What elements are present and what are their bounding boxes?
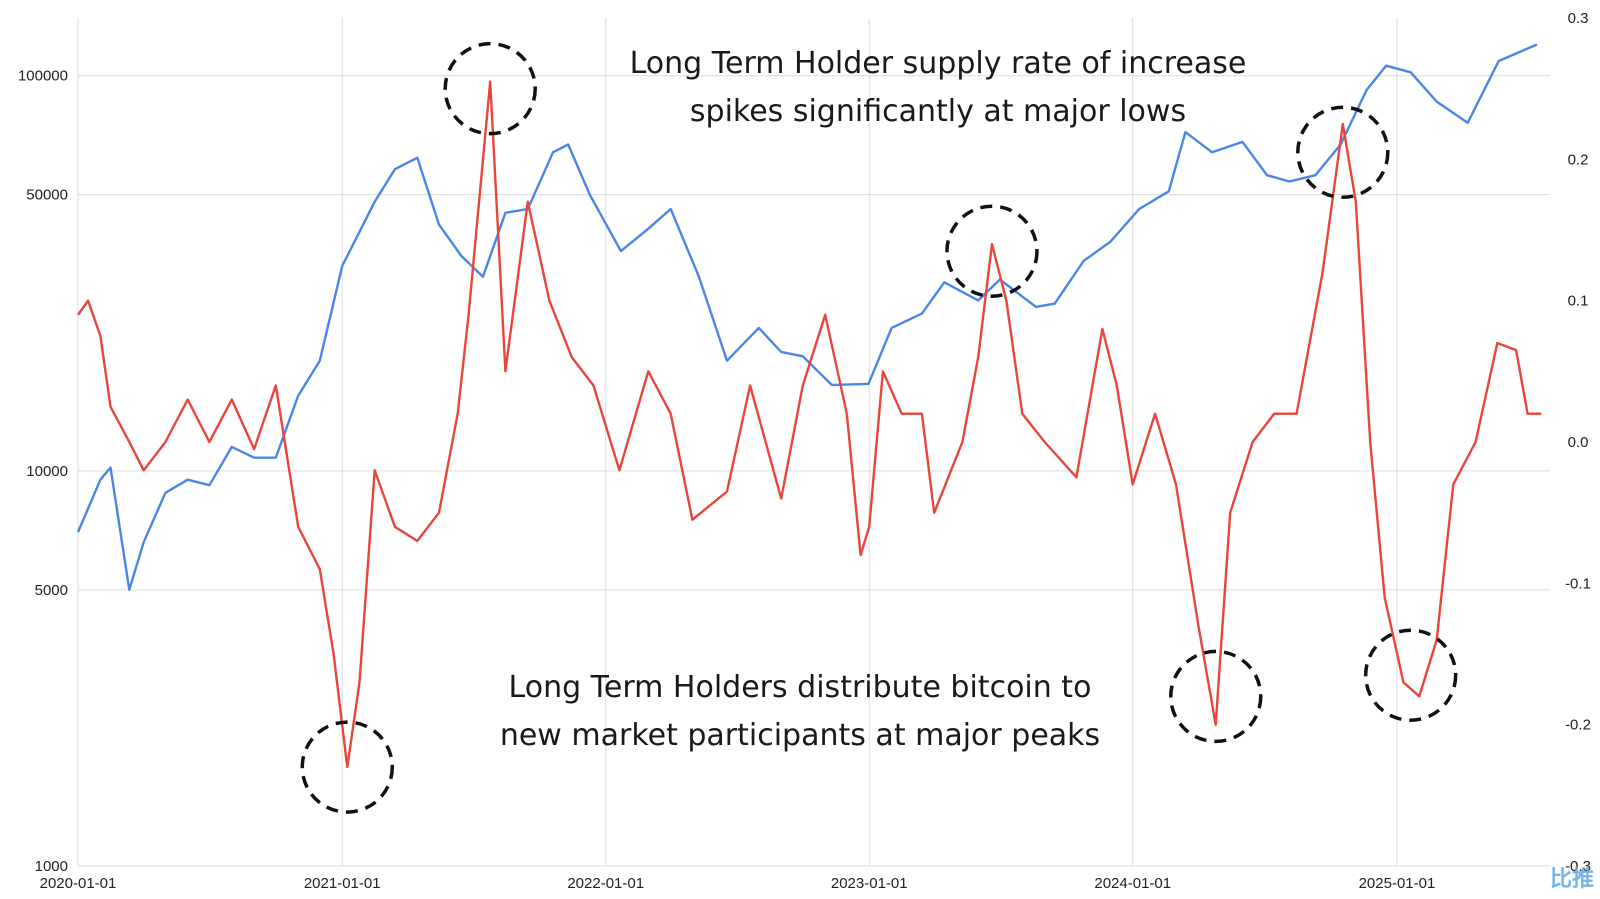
y-left-tick-label: 1000: [35, 858, 68, 875]
y-right-tick-label: 0.3: [1568, 10, 1589, 27]
x-tick-label: 2024-01-01: [1094, 875, 1171, 892]
highlight-circle: [1168, 649, 1263, 744]
watermark: 比推: [1550, 861, 1594, 893]
highlight-circle: [443, 41, 537, 136]
x-axis: 2020-01-01 2021-01-01 2022-01-01 2023-01-01…: [40, 875, 1436, 892]
y-left-tick-label: 50000: [26, 187, 68, 204]
x-tick-label: 2022-01-01: [567, 875, 644, 892]
highlight-circles: [300, 41, 1458, 814]
annotation-bottom-line-1: Long Term Holders distribute bitcoin to: [509, 670, 1092, 705]
x-tick-label: 2025-01-01: [1359, 875, 1436, 892]
y-axis-right: 0.3 0.2 0.1 0.0 -0.1 -0.2 -0.3: [1565, 10, 1591, 875]
highlight-circle: [1363, 628, 1458, 722]
y-right-tick-label: -0.3: [1565, 858, 1591, 875]
y-axis-left: 100000 50000 10000 5000 1000: [18, 68, 68, 875]
y-right-tick-label: 0.0: [1568, 434, 1589, 451]
ltHolder-supply-line: [77, 80, 1542, 769]
price-line: [76, 43, 1538, 591]
x-tick-label: 2023-01-01: [831, 875, 908, 892]
annotations: Long Term Holder supply rate of increase…: [500, 46, 1247, 753]
highlight-circle: [300, 720, 395, 814]
y-left-tick-label: 100000: [18, 68, 68, 85]
y-left-tick-label: 5000: [35, 582, 68, 599]
annotation-bottom-line-2: new market participants at major peaks: [500, 718, 1100, 753]
series-lines: [76, 43, 1542, 769]
highlight-circle: [945, 204, 1039, 298]
y-left-tick-label: 10000: [26, 463, 68, 480]
y-right-tick-label: -0.2: [1565, 717, 1591, 734]
annotation-top-line-2: spikes significantly at major lows: [690, 94, 1186, 129]
highlight-circle: [1296, 105, 1390, 200]
y-right-tick-label: 0.2: [1568, 151, 1589, 168]
watermark-text: 比推: [1549, 867, 1594, 892]
annotation-top-line-1: Long Term Holder supply rate of increase: [630, 46, 1247, 81]
y-right-tick-label: -0.1: [1565, 575, 1591, 592]
x-tick-label: 2020-01-01: [40, 875, 117, 892]
x-tick-label: 2021-01-01: [304, 875, 381, 892]
y-right-tick-label: 0.1: [1568, 293, 1589, 310]
